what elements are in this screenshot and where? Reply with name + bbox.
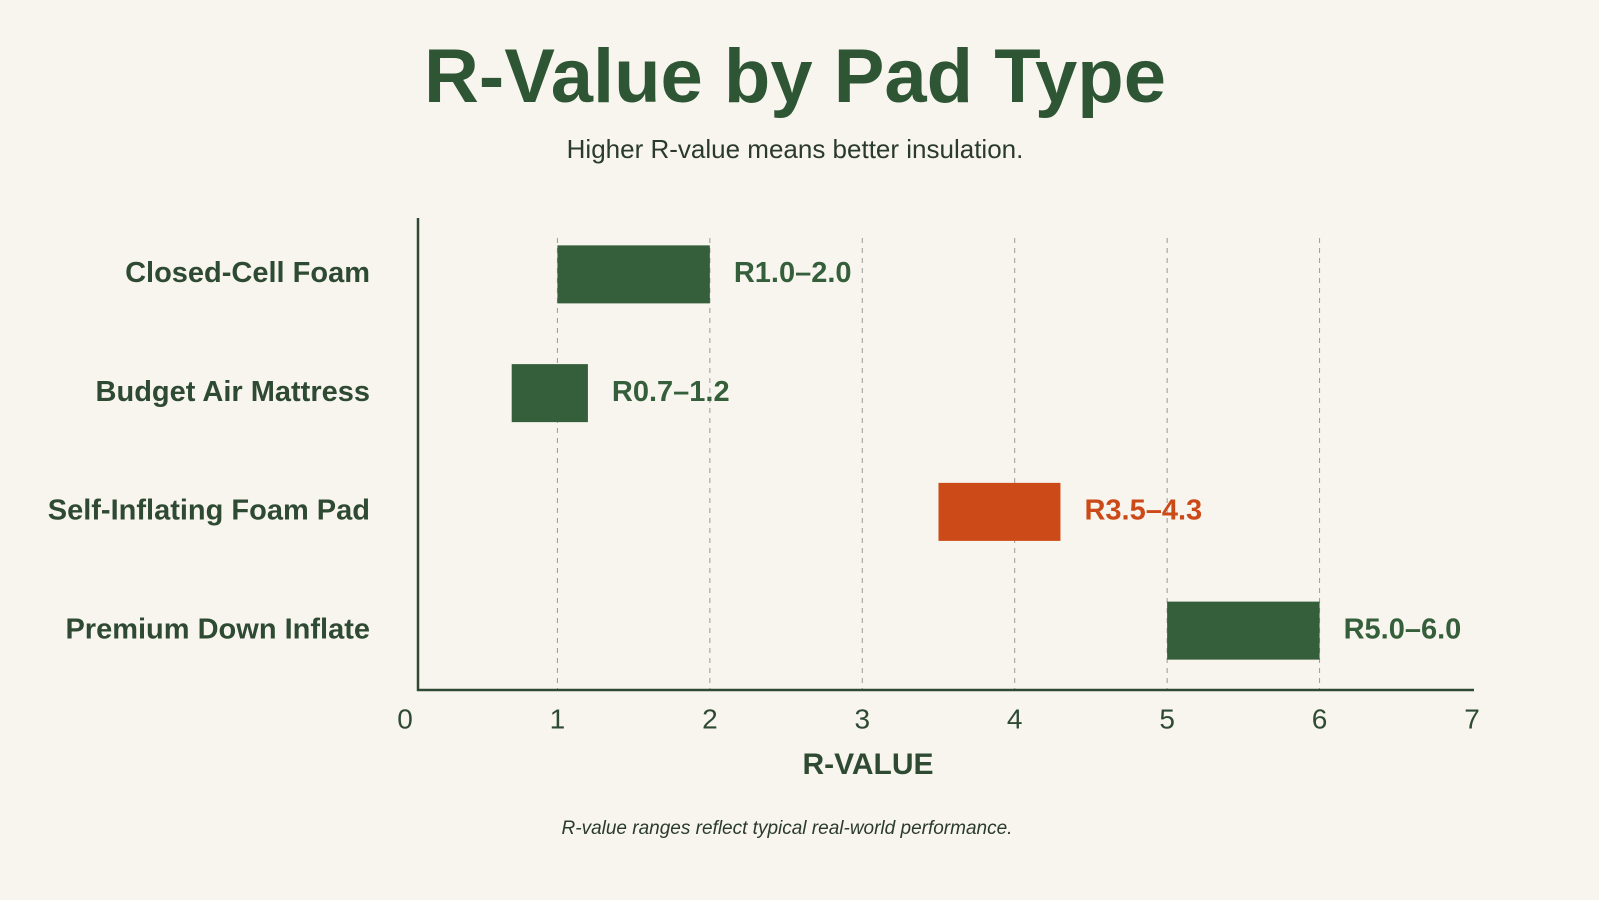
chart-title: R-Value by Pad Type [424, 34, 1166, 119]
value-label: R1.0–2.0 [734, 257, 852, 289]
value-label: R5.0–6.0 [1344, 613, 1462, 645]
y-tick-label: Premium Down Inflate [65, 613, 370, 645]
y-tick-label: Budget Air Mattress [96, 376, 370, 408]
x-tick-label: 2 [702, 703, 718, 734]
footnote: R-value ranges reflect typical real-worl… [562, 818, 1013, 839]
x-tick-label: 6 [1312, 703, 1328, 734]
x-tick-label: 1 [550, 703, 566, 734]
bar [557, 245, 710, 304]
x-axis-label: R-VALUE [802, 748, 933, 781]
x-tick-label: 3 [854, 703, 870, 734]
x-tick-label: 5 [1159, 703, 1175, 734]
value-label: R3.5–4.3 [1084, 495, 1202, 527]
y-tick-label: Self-Inflating Foam Pad [48, 495, 370, 527]
value-label: R0.7–1.2 [612, 376, 730, 408]
bar [1167, 601, 1320, 660]
bar [938, 482, 1061, 541]
x-tick-label: 0 [397, 703, 413, 734]
chart-subtitle: Higher R-value means better insulation. [567, 134, 1024, 164]
x-tick-label: 7 [1464, 703, 1480, 734]
bar [511, 364, 588, 423]
x-tick-label: 4 [1007, 703, 1023, 734]
y-tick-label: Closed-Cell Foam [125, 257, 370, 289]
